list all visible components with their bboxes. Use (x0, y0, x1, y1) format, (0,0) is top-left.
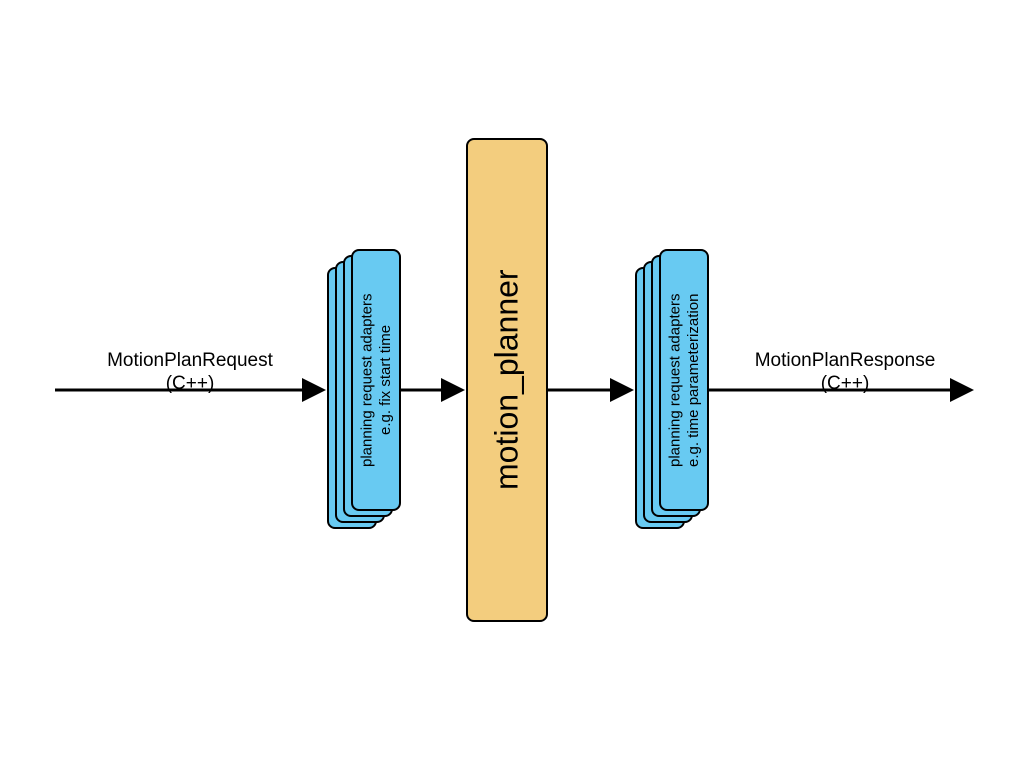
output-label-line1: MotionPlanResponse (755, 350, 936, 371)
output-label: MotionPlanResponse (C++) (730, 350, 960, 396)
pre-adapters-stack: planning request adapters e.g. fix start… (327, 249, 407, 539)
pre-adapter-line1: planning request adapters (358, 293, 375, 466)
motion-planner-label: motion_planner (489, 270, 526, 491)
post-adapter-line1: planning request adapters (666, 293, 683, 466)
input-label-line2: (C++) (80, 373, 300, 396)
input-label-line1: MotionPlanRequest (107, 350, 273, 371)
pre-adapter-card-front: planning request adapters e.g. fix start… (351, 249, 401, 511)
diagram-canvas: MotionPlanRequest (C++) MotionPlanRespon… (0, 0, 1024, 768)
input-label: MotionPlanRequest (C++) (80, 350, 300, 396)
post-adapter-card-front: planning request adapters e.g. time para… (659, 249, 709, 511)
post-adapters-stack: planning request adapters e.g. time para… (635, 249, 715, 539)
output-label-line2: (C++) (730, 373, 960, 396)
motion-planner-node: motion_planner (466, 138, 548, 622)
post-adapter-line2: e.g. time parameterization (685, 293, 702, 466)
pre-adapter-line2: e.g. fix start time (377, 325, 394, 435)
